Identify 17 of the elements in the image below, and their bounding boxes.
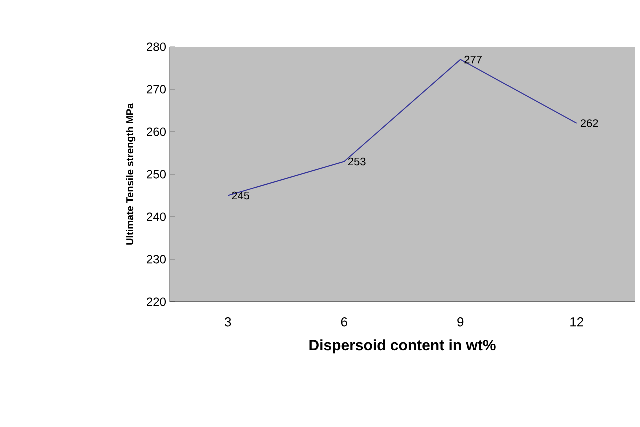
x-tick-label: 3 xyxy=(225,318,232,327)
x-tick-label: 12 xyxy=(570,318,584,327)
x-tick-label: 6 xyxy=(341,318,348,327)
y-tick-label: 260 xyxy=(147,128,166,136)
y-tick-label: 230 xyxy=(147,255,166,264)
x-axis-title: Dispersoid content in wt% xyxy=(310,340,496,354)
data-label: 262 xyxy=(580,120,598,128)
data-label: 277 xyxy=(464,56,482,64)
data-label: 245 xyxy=(232,192,250,200)
data-label: 253 xyxy=(348,158,366,166)
y-tick-label: 250 xyxy=(147,170,166,179)
y-tick-label: 220 xyxy=(147,298,166,306)
y-tick-label: 280 xyxy=(147,42,166,52)
x-tick-label: 9 xyxy=(458,318,464,327)
y-tick-label: 240 xyxy=(147,212,166,222)
y-axis-title: Ultimate Tensile strength MPa xyxy=(126,103,136,245)
y-tick-label: 270 xyxy=(147,85,166,94)
